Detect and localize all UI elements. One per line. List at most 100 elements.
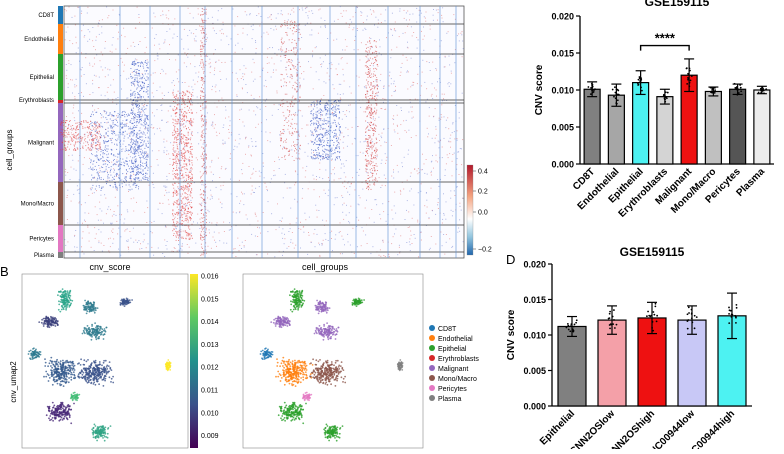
heatmap-cell xyxy=(182,98,183,100)
heatmap-cell xyxy=(222,139,224,141)
heatmap-cell xyxy=(74,234,76,236)
heatmap-cell xyxy=(374,120,376,121)
heatmap-cell xyxy=(375,93,377,95)
heatmap-cell xyxy=(65,64,67,65)
heatmap-cell xyxy=(146,173,148,175)
heatmap-cell xyxy=(339,131,341,133)
heatmap-cell xyxy=(365,164,367,166)
heatmap-cell xyxy=(114,124,116,125)
heatmap-cell xyxy=(212,121,214,123)
heatmap-cell xyxy=(195,35,197,37)
heatmap-cell xyxy=(237,33,239,35)
heatmap-cell xyxy=(328,100,330,102)
heatmap-cell xyxy=(335,133,337,135)
heatmap-cell xyxy=(140,243,141,245)
heatmap-cell xyxy=(249,14,251,16)
heatmap-cell xyxy=(176,108,178,110)
heatmap-cell xyxy=(189,12,191,14)
heatmap-cell xyxy=(188,91,190,93)
heatmap-cell xyxy=(327,145,329,146)
heatmap-cell xyxy=(175,162,177,164)
heatmap-cell xyxy=(316,114,318,116)
heatmap-cell xyxy=(96,136,98,138)
heatmap-cell xyxy=(306,6,308,8)
heatmap-cell xyxy=(371,13,372,15)
heatmap-cell xyxy=(380,54,382,56)
heatmap-cell xyxy=(338,63,340,65)
heatmap-cell xyxy=(189,204,191,206)
heatmap-cell xyxy=(65,136,67,138)
heatmap-cell xyxy=(182,155,183,157)
heatmap-cell xyxy=(303,78,305,80)
heatmap-cell xyxy=(111,120,113,122)
heatmap-cell xyxy=(339,111,340,113)
heatmap-cell xyxy=(318,153,320,155)
heatmap-cell xyxy=(203,37,205,39)
heatmap-cell xyxy=(185,142,187,143)
heatmap-cell xyxy=(242,73,244,75)
heatmap-cell xyxy=(132,130,134,132)
heatmap-cell xyxy=(300,247,301,249)
heatmap-cell xyxy=(128,150,130,151)
heatmap-cell xyxy=(425,212,427,214)
heatmap-cell xyxy=(273,175,275,177)
heatmap-cell xyxy=(141,116,143,118)
heatmap-cell xyxy=(426,88,428,90)
heatmap-cell xyxy=(442,21,444,23)
heatmap-cell xyxy=(331,112,333,114)
heatmap-cell xyxy=(145,126,146,128)
heatmap-cell xyxy=(141,248,143,249)
heatmap-cell xyxy=(314,142,316,144)
heatmap-cell xyxy=(183,101,185,103)
heatmap-cell xyxy=(120,116,122,118)
heatmap-cell xyxy=(100,242,102,244)
heatmap-cell xyxy=(390,83,392,85)
heatmap-cell xyxy=(335,100,337,102)
heatmap-cell xyxy=(373,11,375,13)
heatmap-cell xyxy=(313,154,315,156)
heatmap-cell xyxy=(324,145,325,147)
heatmap-cell xyxy=(146,153,148,155)
heatmap-cell xyxy=(176,233,178,235)
heatmap-cell xyxy=(110,170,111,171)
heatmap-cell xyxy=(181,245,183,247)
heatmap-cell xyxy=(177,214,179,216)
heatmap-cell xyxy=(422,153,423,155)
heatmap-cell xyxy=(318,112,320,114)
heatmap-cell xyxy=(278,49,280,51)
heatmap-cell xyxy=(146,132,148,134)
heatmap-cell xyxy=(366,93,368,95)
heatmap-cell xyxy=(376,55,378,57)
heatmap-cell xyxy=(172,202,174,204)
heatmap-cell xyxy=(100,113,101,115)
heatmap-cell xyxy=(164,256,166,257)
heatmap-cell xyxy=(416,21,418,23)
heatmap-cell xyxy=(175,136,177,138)
heatmap-cell xyxy=(369,184,371,186)
group-strip-cd8t xyxy=(58,6,63,24)
heatmap-cell xyxy=(177,129,179,131)
heatmap-cell xyxy=(372,92,374,94)
heatmap-cell xyxy=(376,77,378,78)
heatmap-cell xyxy=(365,138,366,140)
heatmap-cell xyxy=(180,229,182,231)
heatmap-cell xyxy=(191,122,193,124)
heatmap-cell xyxy=(176,173,178,174)
heatmap-cell xyxy=(166,150,168,152)
heatmap-cell xyxy=(311,10,313,12)
heatmap-cell xyxy=(88,195,90,196)
heatmap-cell xyxy=(187,134,189,136)
heatmap-cell xyxy=(339,222,341,224)
heatmap-cell xyxy=(128,165,129,167)
heatmap-cell xyxy=(168,173,170,174)
heatmap-cell xyxy=(405,19,407,21)
heatmap-cell xyxy=(371,95,373,97)
heatmap-cell xyxy=(141,114,143,116)
heatmap-cell xyxy=(335,109,337,111)
heatmap-cell xyxy=(92,134,94,136)
heatmap-cell xyxy=(209,66,211,68)
heatmap-cell xyxy=(450,197,452,199)
heatmap-cell xyxy=(137,146,139,148)
heatmap-cell xyxy=(180,97,182,99)
heatmap-cell xyxy=(140,173,142,174)
